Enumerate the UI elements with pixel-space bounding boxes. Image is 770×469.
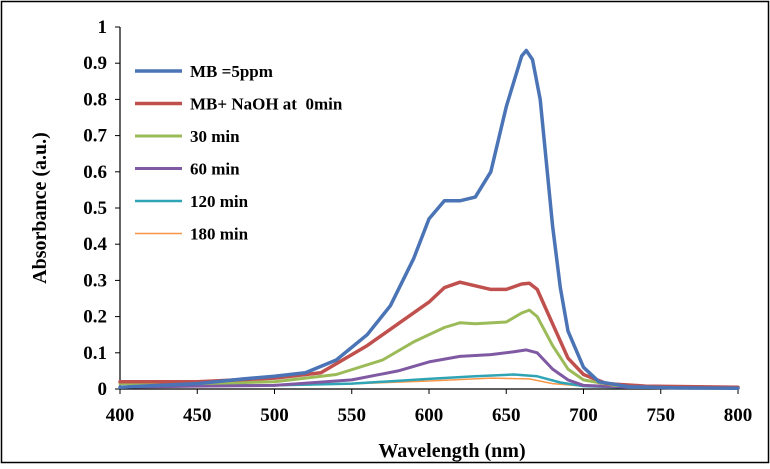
y-tick-label: 1 <box>98 17 108 38</box>
y-tick-label: 0.4 <box>83 234 107 255</box>
series-line <box>118 280 740 389</box>
x-axis-title: Wavelength (nm) <box>378 440 525 462</box>
x-tick-label: 750 <box>647 405 676 426</box>
legend-label: MB+ NaOH at 0min <box>190 95 343 114</box>
series-line <box>118 348 740 390</box>
x-tick-label: 550 <box>338 405 367 426</box>
x-tick-label: 650 <box>492 405 521 426</box>
y-axis-title: Absorbance (a.u.) <box>29 132 51 284</box>
x-tick-label: 700 <box>569 405 598 426</box>
y-tick-label: 0.9 <box>83 53 107 74</box>
legend-label: 180 min <box>190 225 249 244</box>
y-tick-label: 0.7 <box>83 126 107 147</box>
series-line <box>118 48 740 391</box>
y-tick-label: 0.6 <box>83 162 107 183</box>
y-tick-label: 0 <box>98 379 108 400</box>
legend-label: 30 min <box>190 127 240 146</box>
x-tick-label: 450 <box>183 405 212 426</box>
legend-label: 120 min <box>190 192 249 211</box>
y-tick-label: 0.5 <box>83 198 107 219</box>
x-tick-label: 800 <box>724 405 753 426</box>
y-tick-label: 0.3 <box>83 270 107 291</box>
series-line <box>118 308 740 389</box>
legend-label: 60 min <box>190 160 240 179</box>
x-tick-label: 500 <box>260 405 289 426</box>
legend-label: MB =5ppm <box>190 62 273 81</box>
y-tick-label: 0.8 <box>83 89 107 110</box>
y-tick-label: 0.2 <box>83 307 107 328</box>
x-tick-label: 400 <box>106 405 135 426</box>
y-tick-label: 0.1 <box>83 343 107 364</box>
x-tick-label: 600 <box>415 405 444 426</box>
